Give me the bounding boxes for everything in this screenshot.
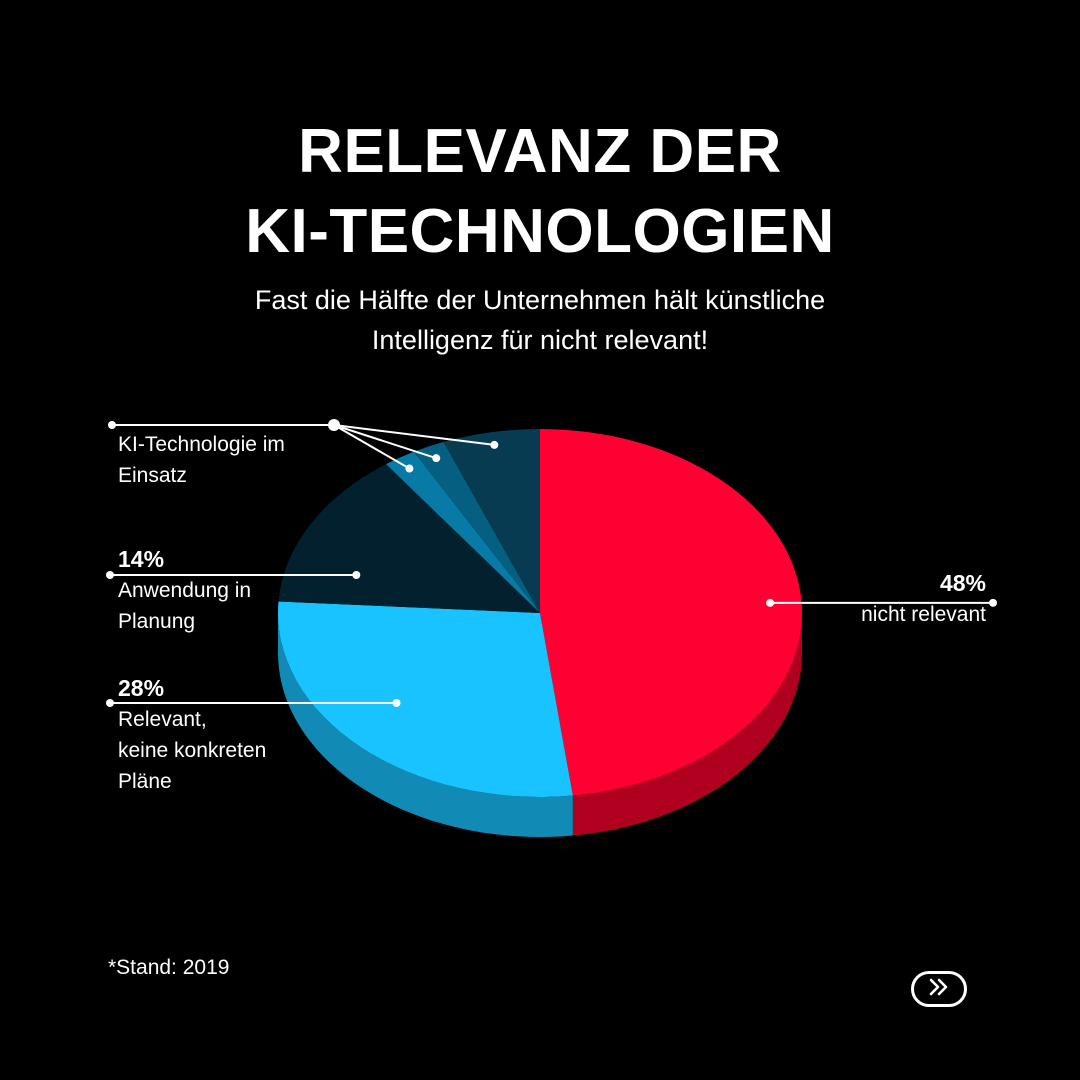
leader-dot-einsatz-outer xyxy=(108,421,116,429)
pie-slice-3 xyxy=(386,451,540,613)
label-nicht-relevant-line-1: nicht relevant xyxy=(861,603,986,626)
leader-dot-einsatz-5 xyxy=(490,440,499,449)
pie-side-0 xyxy=(572,613,802,836)
leader-dot-planung-inner xyxy=(352,571,361,579)
chart-subtitle: Fast die Hälfte der Unternehmen hält kün… xyxy=(0,280,1080,360)
chart-subtitle-line-1: Fast die Hälfte der Unternehmen hält kün… xyxy=(254,285,826,315)
label-im-einsatz-line-2: Einsatz xyxy=(118,464,187,487)
double-chevron-right-icon xyxy=(926,977,952,1002)
leader-line-einsatz-5 xyxy=(333,424,495,446)
label-planung-percent: 14% xyxy=(118,546,165,572)
pie-slice-1 xyxy=(278,601,573,798)
leader-dot-relevant-inner xyxy=(392,699,401,707)
next-button[interactable] xyxy=(911,971,967,1007)
label-relevant-percent: 28% xyxy=(118,675,165,701)
leader-dot-einsatz-4 xyxy=(432,454,441,463)
footnote: *Stand: 2019 xyxy=(108,956,230,979)
leader-hub-einsatz xyxy=(328,419,340,431)
chart-title-line-2: KI-TECHNOLOGIEN xyxy=(245,197,835,266)
chart-subtitle-line-2: Intelligenz für nicht relevant! xyxy=(371,325,709,355)
leader-dot-planung-outer xyxy=(106,571,114,579)
label-planung: 14% Anwendung in Planung xyxy=(118,544,251,637)
label-im-einsatz-line-1: KI-Technologie im xyxy=(118,433,285,456)
label-nicht-relevant-percent: 48% xyxy=(939,570,986,596)
pie-slice-4 xyxy=(413,441,540,613)
chart-title-line-1: RELEVANZ DER xyxy=(298,117,782,186)
label-relevant-line-3: Pläne xyxy=(118,770,172,793)
label-planung-line-1: Anwendung in xyxy=(118,579,252,602)
label-relevant-line-2: keine konkreten xyxy=(118,739,267,762)
pie-side-1 xyxy=(278,613,573,837)
label-im-einsatz: KI-Technologie im Einsatz xyxy=(118,429,285,491)
leader-line-einsatz-3 xyxy=(333,424,410,470)
leader-dot-relevant-outer xyxy=(106,699,114,707)
pie-slice-0 xyxy=(540,429,803,796)
leader-dot-nicht-relevant-outer xyxy=(989,598,997,607)
leader-line-einsatz-4 xyxy=(333,424,437,460)
pie-slice-5 xyxy=(443,429,540,613)
label-relevant-line-1: Relevant, xyxy=(118,708,207,731)
label-nicht-relevant: 48% nicht relevant xyxy=(820,568,986,630)
leader-dot-einsatz-3 xyxy=(405,464,414,473)
chart-title: RELEVANZ DER KI-TECHNOLOGIEN xyxy=(0,112,1080,272)
label-relevant: 28% Relevant, keine konkreten Pläne xyxy=(118,673,266,797)
label-planung-line-2: Planung xyxy=(118,610,196,633)
leader-dot-nicht-relevant-inner xyxy=(766,598,775,607)
